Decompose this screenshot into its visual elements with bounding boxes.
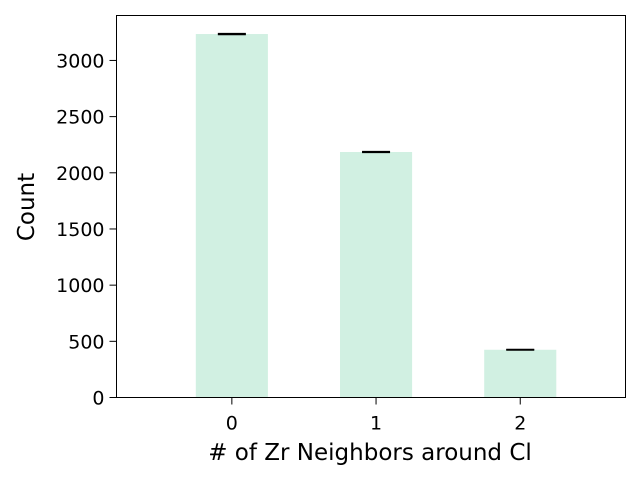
y-tick-label: 2000 bbox=[56, 163, 104, 185]
x-axis-ticks: 0 1 2 bbox=[226, 398, 526, 435]
x-tick-label: 2 bbox=[514, 413, 526, 435]
x-axis-label: # of Zr Neighbors around Cl bbox=[208, 440, 532, 466]
y-axis-label: Count bbox=[14, 173, 40, 241]
error-bar-1 bbox=[362, 152, 390, 153]
error-bar-0 bbox=[218, 34, 246, 35]
x-tick-label: 1 bbox=[370, 413, 382, 435]
y-tick-label: 1000 bbox=[56, 275, 104, 297]
x-tick-label: 0 bbox=[226, 413, 238, 435]
bar-0 bbox=[196, 34, 268, 397]
y-tick-label: 500 bbox=[68, 331, 104, 353]
bar-1 bbox=[340, 152, 412, 397]
y-tick-label: 1500 bbox=[56, 219, 104, 241]
y-tick-label: 3000 bbox=[56, 50, 104, 72]
bar-2 bbox=[484, 350, 556, 398]
y-axis-ticks: 0 500 1000 1500 2000 2500 3000 bbox=[56, 50, 116, 409]
y-tick-label: 0 bbox=[92, 388, 104, 410]
y-tick-label: 2500 bbox=[56, 107, 104, 129]
bars-group bbox=[196, 34, 556, 397]
